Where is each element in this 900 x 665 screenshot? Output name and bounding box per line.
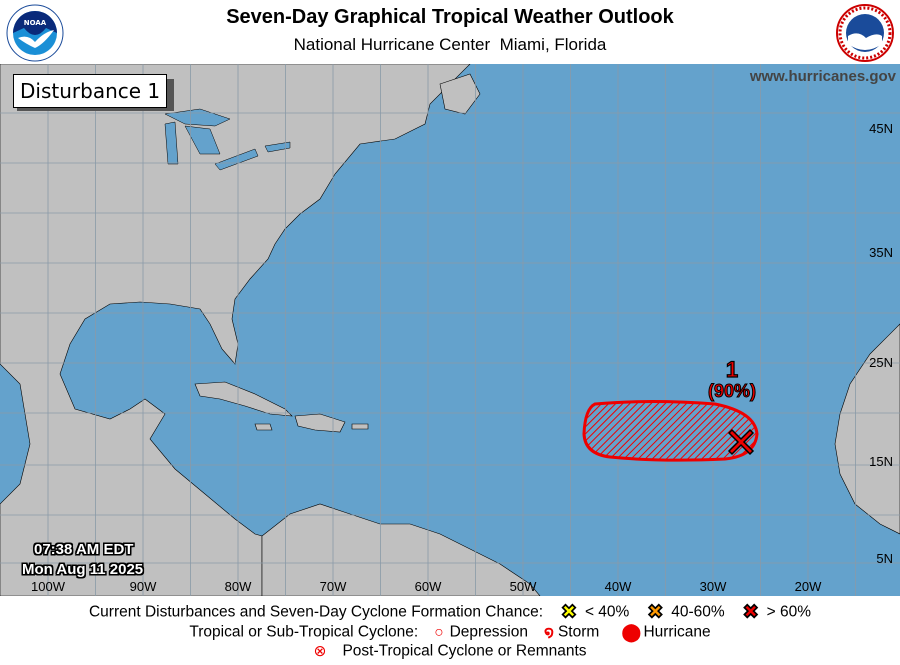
- south-america: [261, 503, 541, 596]
- longitude-label: 60W: [415, 579, 442, 594]
- hispaniola: [294, 413, 346, 433]
- svg-text:NOAA: NOAA: [24, 19, 47, 27]
- header: NOAA Seven-Day Graphical Tropical Weathe…: [0, 0, 900, 64]
- high-chance-x-icon: ✖: [742, 602, 759, 624]
- longitude-label: 70W: [320, 579, 347, 594]
- legend-low: < 40%: [584, 603, 630, 621]
- landmasses: [0, 64, 900, 596]
- page-subtitle: National Hurricane Center Miami, Florida: [293, 35, 607, 54]
- storm-icon: ໑: [544, 624, 554, 641]
- legend-mid: 40-60%: [671, 603, 725, 621]
- legend-row-post-tropical: ⊗ Post-Tropical Cyclone or Remnants: [0, 642, 900, 661]
- latitude-label: 35N: [869, 245, 893, 260]
- latitude-label: 5N: [876, 551, 893, 566]
- latitude-label: 45N: [869, 121, 893, 136]
- longitude-label: 20W: [795, 579, 822, 594]
- noaa-logo: NOAA: [6, 4, 64, 62]
- latitude-labels: 45N 35N 25N 15N 5N: [869, 121, 893, 566]
- latitude-label: 25N: [869, 355, 893, 370]
- disturbance-1-marker-x-icon[interactable]: [727, 428, 755, 456]
- lat-lon-grid: [0, 64, 900, 596]
- great-lakes: [164, 108, 291, 171]
- longitude-label: 30W: [700, 579, 727, 594]
- newfoundland: [439, 73, 481, 115]
- legend-row-cyclone: Tropical or Sub-Tropical Cyclone: ○ Depres…: [0, 622, 900, 643]
- low-chance-x-icon: ✖: [561, 602, 578, 624]
- cuba: [194, 381, 293, 417]
- disturbance-1-label: 1: [726, 357, 738, 382]
- longitude-label: 80W: [225, 579, 252, 594]
- timestamp-date: Mon Aug 11 2025: [22, 561, 144, 578]
- legend-storm: Storm: [557, 623, 600, 641]
- website-label[interactable]: www.hurricanes.gov: [749, 68, 896, 85]
- hurricane-icon: ⬤: [621, 622, 642, 642]
- legend-cyclone-label: Tropical or Sub-Tropical Cyclone:: [189, 623, 419, 641]
- legend-depression: Depression: [449, 623, 528, 641]
- legend-post-tropical: Post-Tropical Cyclone or Remnants: [342, 642, 587, 660]
- longitude-label: 90W: [130, 579, 157, 594]
- legend-hurricane: Hurricane: [643, 623, 711, 641]
- disturbance-1-chance: (90%): [708, 381, 756, 401]
- longitude-labels: 100W 90W 80W 70W 60W 50W 40W 30W 20W: [31, 579, 822, 594]
- panel-label-box: Disturbance 1: [13, 74, 168, 108]
- timestamp-time: 07:38 AM EDT: [34, 541, 134, 558]
- longitude-label: 50W: [510, 579, 537, 594]
- longitude-label: 100W: [31, 579, 66, 594]
- depression-icon: ○: [434, 623, 444, 641]
- nws-logo: [836, 4, 894, 62]
- legend-formation-label: Current Disturbances and Seven-Day Cyclo…: [88, 603, 544, 621]
- page-title: Seven-Day Graphical Tropical Weather Out…: [226, 6, 674, 28]
- mid-chance-x-icon: ✖: [647, 602, 664, 624]
- africa: [834, 323, 900, 535]
- puerto-rico: [351, 423, 369, 430]
- post-tropical-icon: ⊗: [313, 643, 327, 660]
- outlook-map: 100W 90W 80W 70W 60W 50W 40W 30W 20W 45N35N25N15…: [0, 64, 900, 596]
- legend-high: > 60%: [766, 603, 811, 621]
- disturbance-1-area[interactable]: [582, 400, 759, 462]
- legend-row-formation-chance: Current Disturbances and Seven-Day Cyclo…: [0, 601, 900, 624]
- longitude-label: 40W: [605, 579, 632, 594]
- jamaica: [254, 423, 273, 431]
- latitude-label: 15N: [869, 454, 893, 469]
